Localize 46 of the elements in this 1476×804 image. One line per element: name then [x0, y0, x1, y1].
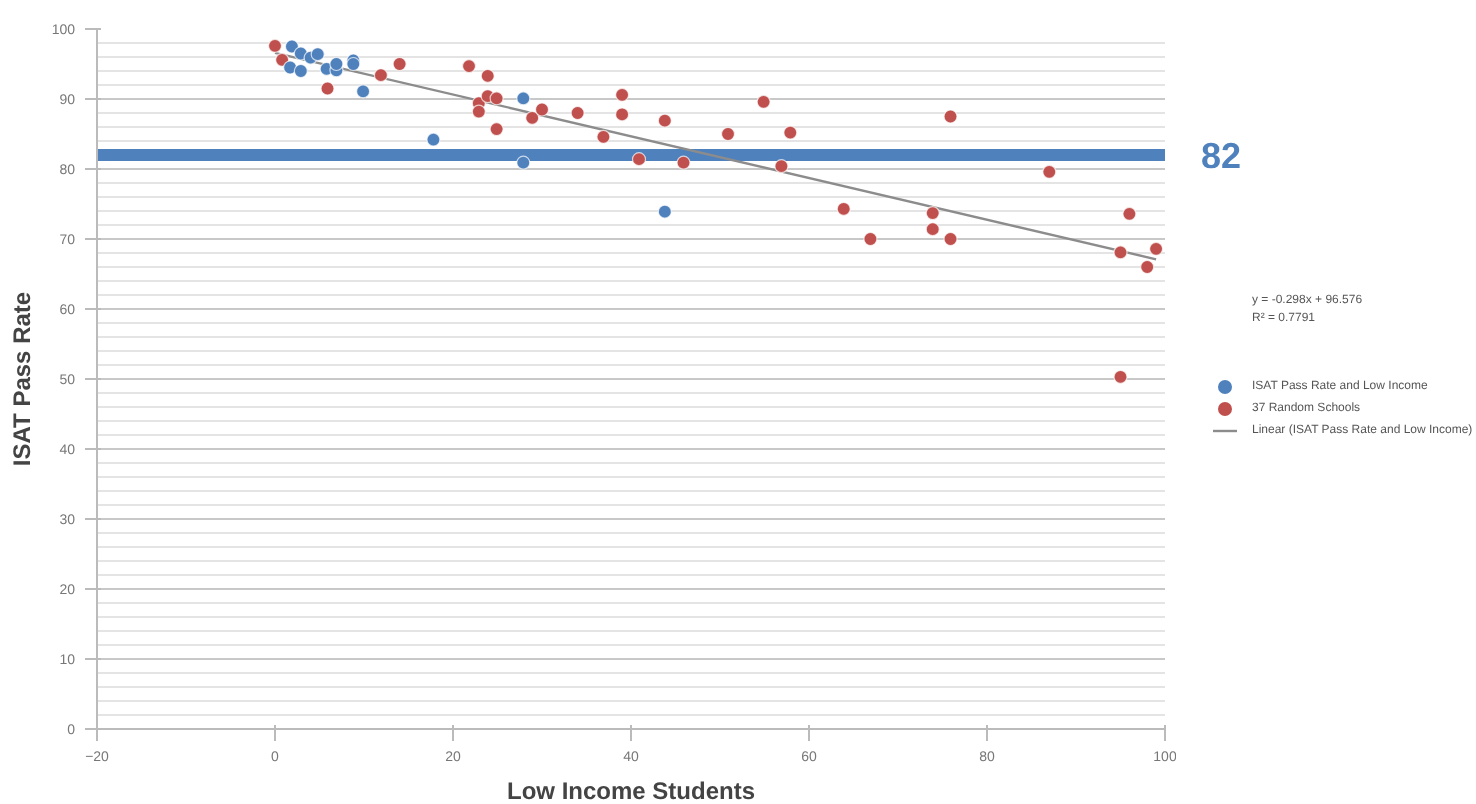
- point: [657, 113, 672, 128]
- point: [657, 204, 672, 219]
- point: [615, 107, 630, 122]
- point: [774, 159, 789, 174]
- point: [1113, 245, 1128, 260]
- point: [1149, 241, 1164, 256]
- y-axis-title: ISAT Pass Rate: [7, 291, 36, 467]
- point: [863, 231, 878, 247]
- point: [836, 201, 851, 216]
- point: [373, 68, 389, 83]
- point: [293, 63, 308, 79]
- point: [267, 38, 283, 53]
- point: [925, 206, 940, 221]
- point: [329, 56, 344, 72]
- point: [310, 47, 325, 62]
- point: [356, 84, 371, 99]
- point: [320, 81, 335, 96]
- point: [720, 126, 736, 142]
- point: [461, 59, 477, 74]
- point: [596, 129, 611, 144]
- ref-line-label: 82: [1201, 136, 1242, 176]
- point: [471, 104, 486, 119]
- point: [480, 68, 495, 83]
- point: [392, 56, 407, 72]
- point: [676, 155, 691, 170]
- point: [489, 91, 504, 106]
- point: [631, 152, 647, 167]
- point: [943, 231, 958, 247]
- point: [1122, 206, 1137, 221]
- point: [534, 102, 550, 117]
- point: [1113, 369, 1128, 384]
- point: [1140, 259, 1155, 275]
- point: [426, 132, 441, 147]
- x-axis-title: Low Income Students: [506, 777, 756, 804]
- point: [943, 109, 958, 124]
- point: [783, 125, 798, 140]
- point: [925, 222, 940, 237]
- point: [284, 39, 300, 54]
- point: [756, 94, 771, 109]
- point: [516, 91, 531, 106]
- point: [1042, 164, 1057, 179]
- point: [615, 87, 630, 102]
- point: [516, 155, 531, 170]
- point: [570, 105, 585, 121]
- point: [525, 110, 540, 125]
- point: [489, 122, 504, 137]
